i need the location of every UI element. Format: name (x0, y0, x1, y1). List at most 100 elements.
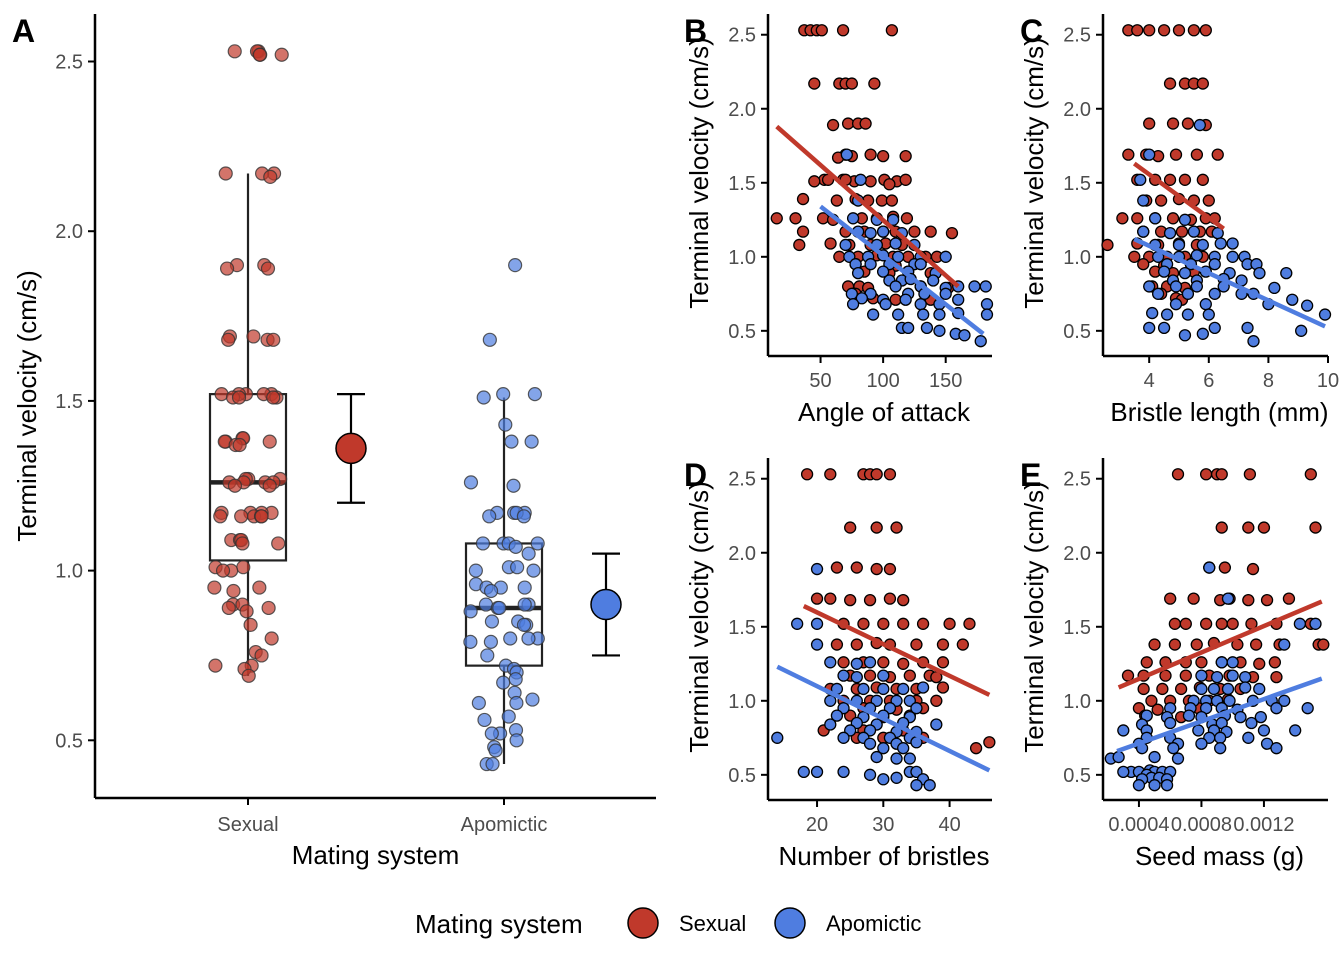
y-tick-label: 1.5 (728, 617, 756, 639)
data-point-apomictic (1280, 266, 1293, 280)
data-point-sexual (810, 592, 824, 605)
data-point-apomictic (1157, 321, 1171, 335)
data-point-apomictic (771, 731, 784, 744)
data-point-apomictic (877, 773, 890, 786)
data-point-sexual (870, 468, 883, 481)
y-tick-label: 0.5 (1063, 765, 1091, 787)
data-point-sexual (1143, 24, 1156, 37)
data-point-apomictic (1181, 287, 1195, 300)
data-point-apomictic (870, 750, 883, 764)
data-point-apomictic (855, 292, 869, 305)
data-point-apomictic (509, 695, 524, 711)
data-point-apomictic (1195, 669, 1208, 682)
data-point-apomictic (891, 250, 905, 263)
x-tick-label: 150 (929, 370, 962, 392)
data-point-apomictic (484, 726, 499, 741)
data-point-sexual (864, 175, 877, 188)
data-point-apomictic (1245, 716, 1258, 730)
data-point-sexual (1179, 617, 1192, 630)
data-point-apomictic (920, 321, 934, 335)
data-point-sexual (885, 194, 899, 207)
data-point-apomictic (504, 434, 519, 449)
data-point-apomictic (1242, 731, 1255, 744)
data-point-sexual (236, 560, 251, 575)
data-point-sexual (883, 562, 897, 576)
data-point-sexual (1246, 562, 1260, 576)
data-point-sexual (235, 536, 250, 551)
data-point-apomictic (890, 771, 903, 784)
data-point-apomictic (1164, 716, 1177, 730)
data-point-sexual (252, 47, 267, 62)
trend-line-apomictic (1116, 676, 1323, 754)
data-point-apomictic (477, 712, 492, 728)
data-point-sexual (859, 117, 872, 130)
data-point-apomictic (496, 387, 511, 402)
data-point-sexual (897, 617, 910, 630)
data-point-apomictic (1178, 266, 1192, 280)
data-point-apomictic (846, 212, 860, 225)
data-point-sexual (1164, 592, 1177, 605)
data-point-sexual (900, 212, 914, 225)
data-point-apomictic (1295, 324, 1308, 337)
y-tick-label: 0.5 (1063, 321, 1091, 343)
data-point-sexual (1137, 258, 1150, 271)
data-point-sexual (824, 237, 837, 250)
data-point-sexual (863, 593, 877, 607)
data-point-apomictic (480, 648, 495, 663)
data-point-sexual (815, 24, 828, 37)
y-tick-label: 2.0 (1063, 99, 1091, 121)
data-point-sexual (1215, 521, 1228, 534)
data-point-apomictic (1148, 779, 1161, 792)
data-point-sexual (1243, 468, 1257, 481)
data-point-apomictic (1270, 742, 1283, 755)
data-point-apomictic (1146, 306, 1159, 320)
y-tick-label: 2.5 (728, 469, 756, 491)
data-point-apomictic (830, 709, 844, 722)
data-point-apomictic (863, 656, 877, 669)
data-point-apomictic (1143, 280, 1156, 293)
data-point-sexual (796, 192, 810, 206)
data-point-apomictic (1270, 702, 1283, 715)
data-point-sexual (263, 169, 278, 185)
data-point-sexual (231, 390, 247, 405)
data-point-apomictic (526, 563, 541, 578)
data-point-apomictic (1214, 237, 1227, 250)
data-point-apomictic (797, 765, 810, 779)
data-point-apomictic (824, 656, 837, 669)
data-point-apomictic (1210, 670, 1224, 684)
data-point-sexual (808, 77, 821, 90)
data-point-sexual (1168, 638, 1182, 651)
data-point-sexual (1187, 24, 1201, 37)
data-point-sexual (1179, 669, 1192, 682)
trend-line-sexual (1117, 599, 1323, 690)
data-point-apomictic (1286, 293, 1299, 306)
data-point-sexual (1226, 617, 1239, 630)
legend-swatch-sexual (627, 907, 659, 939)
legend: Mating system Sexual Apomictic (415, 907, 921, 939)
data-point-apomictic (509, 733, 524, 748)
data-point-sexual (1253, 657, 1266, 670)
data-point-apomictic (1234, 710, 1247, 724)
data-point-apomictic (1278, 694, 1291, 707)
data-point-sexual (246, 329, 261, 344)
data-point-apomictic (468, 563, 483, 578)
data-point-apomictic (850, 657, 863, 670)
data-point-sexual (1309, 521, 1322, 534)
data-point-sexual (1122, 148, 1135, 161)
data-point-apomictic (1169, 280, 1183, 293)
data-point-sexual (930, 694, 943, 707)
x-axis-title: Bristle length (mm) (1110, 397, 1328, 427)
data-point-sexual (1175, 225, 1189, 238)
data-point-sexual (844, 593, 857, 607)
data-point-sexual (264, 631, 279, 646)
data-point-sexual (903, 669, 916, 682)
data-point-apomictic (1169, 298, 1183, 311)
data-point-apomictic (1157, 265, 1171, 278)
data-point-sexual (1190, 638, 1203, 651)
data-point-apomictic (1196, 238, 1209, 252)
data-point-apomictic (857, 682, 870, 696)
data-point-apomictic (914, 298, 927, 311)
data-point-sexual (885, 24, 899, 37)
data-point-sexual (1145, 694, 1158, 707)
data-point-sexual (219, 261, 235, 276)
